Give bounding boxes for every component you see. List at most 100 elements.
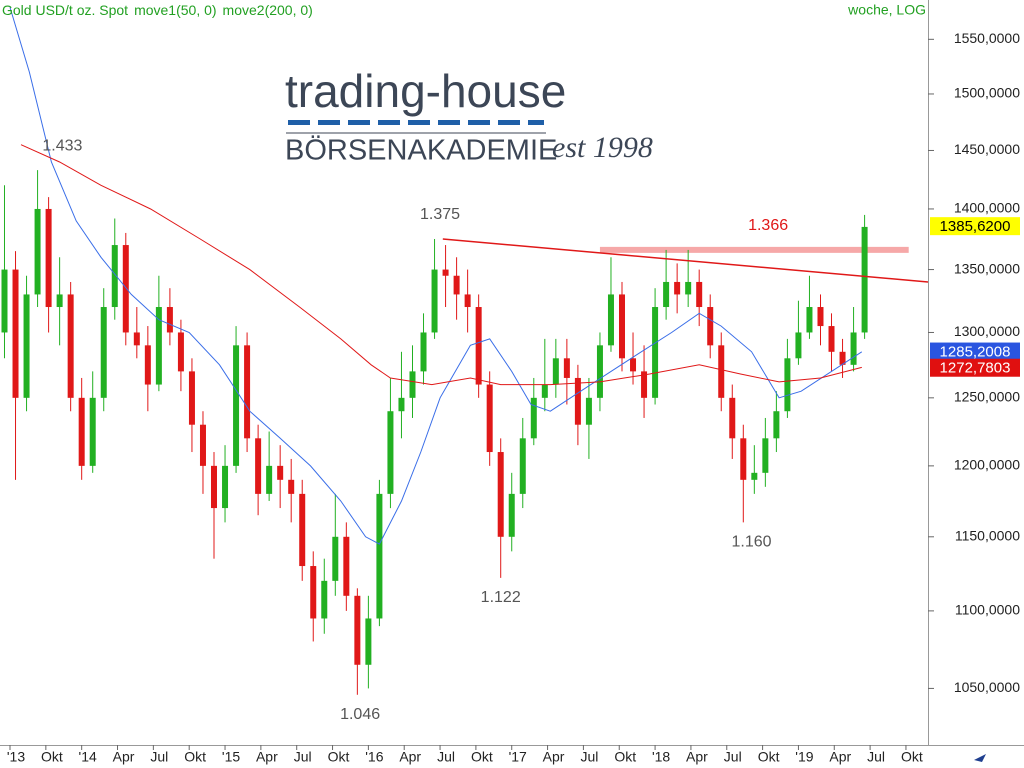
- candle-body: [288, 479, 295, 494]
- candle-body: [707, 307, 714, 346]
- y-tick-label: 1400,0000: [954, 200, 1020, 216]
- logo-est: est 1998: [552, 131, 653, 164]
- candle-body: [773, 411, 780, 439]
- x-tick-label: Okt: [41, 749, 63, 765]
- x-tick-label: Jul: [150, 749, 168, 765]
- x-tick-label: '15: [222, 749, 240, 765]
- x-tick-label: '19: [795, 749, 813, 765]
- candle-body: [1, 269, 8, 333]
- candle-body: [376, 493, 383, 619]
- plot-area: 1.433 1.375 1.366 1.046 1.122 1.160: [1, 7, 929, 723]
- candle-body: [266, 465, 273, 494]
- candle-body: [387, 411, 394, 494]
- y-tick-label: 1550,0000: [954, 30, 1020, 46]
- y-tick-label: 1450,0000: [954, 141, 1020, 157]
- candle-body: [762, 438, 769, 473]
- candle-body: [144, 345, 151, 385]
- candle-body: [155, 307, 162, 385]
- annotation: 1.366: [748, 217, 788, 234]
- moving-average: [20, 144, 862, 386]
- candle-body: [784, 358, 791, 412]
- axes: 1050,0000 1100,0000 1150,0000 1200,0000 1250…: [7, 30, 1020, 765]
- last-value-box: [930, 358, 1020, 377]
- candle-body: [100, 307, 107, 398]
- x-tick-label: Apr: [113, 749, 135, 765]
- candle-body: [596, 345, 603, 398]
- header-text: Gold USD/t oz. Spot: [2, 2, 128, 18]
- candle-body: [233, 345, 240, 466]
- annotation: 1.433: [42, 137, 82, 154]
- candle-body: [332, 536, 339, 581]
- candle-body: [475, 307, 482, 385]
- candle-body: [508, 493, 515, 537]
- candle-body: [321, 580, 328, 619]
- candle-body: [519, 438, 526, 494]
- candle-body: [663, 281, 670, 308]
- last-value-box: [930, 342, 1020, 361]
- candle-body: [574, 377, 581, 425]
- candle-body: [420, 332, 427, 372]
- x-tick-label: '13: [7, 749, 25, 765]
- candle-body: [530, 397, 537, 439]
- candle-body: [244, 345, 251, 439]
- x-tick-label: '14: [79, 749, 97, 765]
- candle-body: [828, 326, 835, 352]
- x-tick-label: '16: [365, 749, 383, 765]
- y-tick-label: 1050,0000: [954, 679, 1020, 695]
- annotation: 1.375: [420, 206, 460, 223]
- candle-body: [398, 397, 405, 412]
- logo: trading-house BÖRSENAKADEMIE est 1998: [285, 65, 653, 167]
- x-tick-label: '17: [509, 749, 527, 765]
- moving-average: [9, 7, 863, 545]
- x-tick-label: Jul: [580, 749, 598, 765]
- x-tick-label: Jul: [437, 749, 455, 765]
- candle-body: [751, 472, 758, 480]
- candle-body: [222, 465, 229, 509]
- y-tick-label: 1350,0000: [954, 260, 1020, 276]
- interval-label: woche, LOG: [847, 2, 926, 18]
- x-tick-label: Okt: [471, 749, 493, 765]
- last-value-label: 1385,6200: [940, 218, 1011, 235]
- candle-body: [34, 208, 41, 295]
- candle-body: [431, 269, 438, 333]
- x-tick-label: Jul: [724, 749, 742, 765]
- candle-body: [497, 452, 504, 537]
- x-tick-label: Apr: [543, 749, 565, 765]
- x-tick-label: Apr: [256, 749, 278, 765]
- candle-body: [211, 465, 218, 509]
- y-tick-label: 1100,0000: [955, 602, 1020, 618]
- candle-body: [850, 332, 857, 365]
- header-text: move1(50, 0): [134, 2, 216, 18]
- candle-body: [607, 294, 614, 346]
- x-tick-label: Okt: [901, 749, 923, 765]
- candle-body: [343, 536, 350, 596]
- candle-body: [817, 307, 824, 327]
- candle-body: [299, 493, 306, 567]
- annotation: 1.160: [732, 534, 772, 551]
- candle-body: [585, 397, 592, 425]
- candle-body: [199, 424, 206, 466]
- candle-body: [111, 245, 118, 308]
- candle-body: [674, 281, 681, 295]
- candle-body: [78, 397, 85, 466]
- trendline: [442, 238, 929, 283]
- corner-icon[interactable]: [974, 754, 986, 762]
- candle-body: [839, 351, 846, 365]
- candle-body: [166, 307, 173, 333]
- last-value-box: [930, 217, 1020, 236]
- candle-body: [861, 226, 868, 333]
- candle-body: [685, 281, 692, 295]
- x-tick-label: Okt: [184, 749, 206, 765]
- candle-body: [310, 566, 317, 619]
- x-tick-label: Okt: [614, 749, 636, 765]
- logo-brand: trading-house: [285, 65, 566, 117]
- y-tick-label: 1500,0000: [954, 85, 1020, 101]
- candle-body: [696, 281, 703, 308]
- chart-header: Gold USD/t oz. Spot move1(50, 0) move2(200…: [2, 2, 313, 18]
- y-tick-label: 1250,0000: [954, 389, 1020, 405]
- logo-dashes: [288, 120, 544, 125]
- candle-body: [354, 595, 361, 665]
- logo-subtitle: BÖRSENAKADEMIE: [285, 135, 557, 167]
